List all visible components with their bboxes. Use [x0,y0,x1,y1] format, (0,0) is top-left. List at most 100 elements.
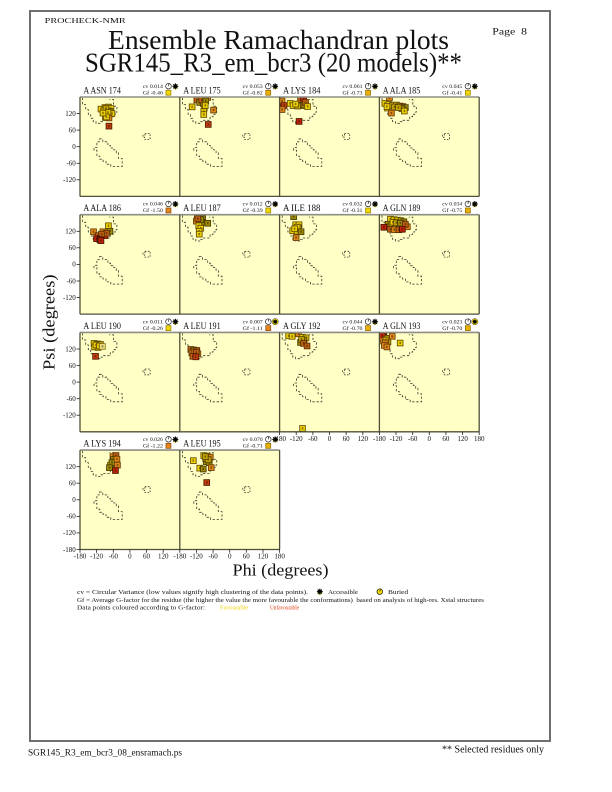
svg-text:0: 0 [328,435,332,443]
svg-text:60: 60 [442,435,450,443]
svg-text:-60: -60 [66,513,76,521]
svg-text:-60: -60 [208,553,218,561]
svg-text:SGR145_R3_em_bcr3_08_ensramach: SGR145_R3_em_bcr3_08_ensramach.ps [28,748,183,758]
svg-text:A LEU 175: A LEU 175 [183,86,221,96]
svg-text:Ensemble Ramachandran plots: Ensemble Ramachandran plots [108,24,449,55]
svg-text:Phi (degrees): Phi (degrees) [233,561,329,580]
svg-text:Gf -0.71: Gf -0.71 [243,443,263,450]
svg-text:PROCHECK-NMR: PROCHECK-NMR [45,16,126,25]
svg-text:cv 0.053: cv 0.053 [243,84,263,90]
svg-text:-60: -60 [408,435,418,443]
svg-text:Gf -0.31: Gf -0.31 [343,207,363,214]
svg-text:-120: -120 [63,412,76,420]
svg-text:A LEU 191: A LEU 191 [183,321,221,331]
svg-text:-120: -120 [63,176,76,184]
svg-text:-60: -60 [66,160,76,168]
svg-text:cv 0.045: cv 0.045 [442,84,462,90]
svg-text:0: 0 [72,261,76,269]
svg-text:cv 0.070: cv 0.070 [243,437,263,443]
svg-text:-120: -120 [63,294,76,302]
svg-text:Accessible: Accessible [328,589,358,596]
svg-text:-120: -120 [90,553,103,561]
svg-text:cv 0.014: cv 0.014 [143,84,163,90]
svg-text:120: 120 [65,345,76,353]
svg-text:-120: -120 [390,435,403,443]
svg-text:cv 0.046: cv 0.046 [143,202,163,208]
svg-text:-180: -180 [273,435,286,443]
svg-text:60: 60 [69,126,77,134]
svg-text:cv 0.044: cv 0.044 [343,319,363,325]
svg-text:cv 0.023: cv 0.023 [442,319,462,325]
svg-text:Gf -1.22: Gf -1.22 [143,443,163,450]
svg-text:Gf -0.39: Gf -0.39 [243,207,263,214]
svg-text:Gf -0.70: Gf -0.70 [442,325,462,332]
svg-text:cv 0.061: cv 0.061 [343,84,363,90]
svg-text:A LEU 187: A LEU 187 [183,203,221,213]
svg-text:-60: -60 [109,553,119,561]
svg-text:A ASN 174: A ASN 174 [83,86,121,96]
svg-text:120: 120 [158,553,169,561]
svg-text:60: 60 [69,480,77,488]
svg-text:60: 60 [69,244,77,252]
svg-text:120: 120 [457,435,468,443]
svg-text:120: 120 [358,435,369,443]
svg-text:Gf -0.73: Gf -0.73 [343,90,363,97]
svg-text:Buried: Buried [388,589,409,596]
svg-text:0: 0 [128,553,132,561]
svg-text:0: 0 [72,143,76,151]
svg-text:Gf -0.70: Gf -0.70 [343,325,363,332]
svg-text:A ILE 188: A ILE 188 [283,203,321,213]
svg-text:0: 0 [228,553,232,561]
svg-text:120: 120 [258,553,269,561]
svg-text:120: 120 [65,110,76,118]
svg-text:Unfavourable: Unfavourable [270,604,299,611]
svg-text:-120: -120 [190,553,203,561]
svg-text:0: 0 [428,435,432,443]
svg-text:A LYS 184: A LYS 184 [283,86,321,96]
svg-text:cv 0.012: cv 0.012 [243,202,263,208]
svg-text:-120: -120 [290,435,303,443]
svg-text:A LEU 195: A LEU 195 [183,439,221,449]
svg-text:-60: -60 [66,395,76,403]
svg-text:0: 0 [72,378,76,386]
svg-text:cv 0.032: cv 0.032 [343,202,363,208]
svg-text:120: 120 [65,463,76,471]
svg-text:180: 180 [474,435,485,443]
svg-text:-60: -60 [66,277,76,285]
svg-text:60: 60 [69,362,77,370]
svg-text:Gf -0.46: Gf -0.46 [143,90,163,97]
svg-text:-180: -180 [373,435,386,443]
svg-text:60: 60 [143,553,151,561]
svg-text:Gf -1.11: Gf -1.11 [243,325,263,332]
svg-text:** Selected residues only: ** Selected residues only [442,745,544,756]
svg-text:A ALA 186: A ALA 186 [83,203,121,213]
svg-text:Gf -0.75: Gf -0.75 [442,207,462,214]
svg-text:A GLN 189: A GLN 189 [383,203,421,213]
svg-text:Page 8: Page 8 [492,26,527,36]
svg-text:60: 60 [343,435,351,443]
svg-text:60: 60 [243,553,251,561]
svg-text:cv 0.026: cv 0.026 [143,437,163,443]
svg-text:-180: -180 [74,553,87,561]
svg-text:Gf -0.82: Gf -0.82 [243,90,263,97]
svg-text:Gf = Average G-factor for the: Gf = Average G-factor for the residue (t… [77,597,484,604]
svg-text:-120: -120 [63,529,76,537]
svg-text:A GLN 193: A GLN 193 [383,321,421,331]
svg-text:A LEU 190: A LEU 190 [83,321,121,331]
svg-text:Data points coloured according: Data points coloured according to G-fact… [77,604,205,611]
svg-text:-180: -180 [63,546,76,554]
svg-text:Gf -0.26: Gf -0.26 [143,325,163,332]
svg-text:Gf -1.50: Gf -1.50 [143,207,163,214]
svg-text:Gf -0.41: Gf -0.41 [442,90,462,97]
svg-text:Psi (degrees): Psi (degrees) [39,275,58,371]
svg-text:Favourable: Favourable [220,604,248,611]
svg-text:-60: -60 [308,435,318,443]
svg-text:A LYS 194: A LYS 194 [83,439,121,449]
svg-text:0: 0 [72,496,76,504]
svg-text:SGR145_R3_em_bcr3 (20 models)*: SGR145_R3_em_bcr3 (20 models)** [85,47,462,78]
svg-text:180: 180 [274,553,285,561]
svg-text:cv 0.011: cv 0.011 [143,319,163,325]
svg-text:cv = Circular Variance (low va: cv = Circular Variance (low values signi… [77,589,308,596]
svg-text:A ALA 185: A ALA 185 [383,86,421,96]
svg-text:120: 120 [65,228,76,236]
